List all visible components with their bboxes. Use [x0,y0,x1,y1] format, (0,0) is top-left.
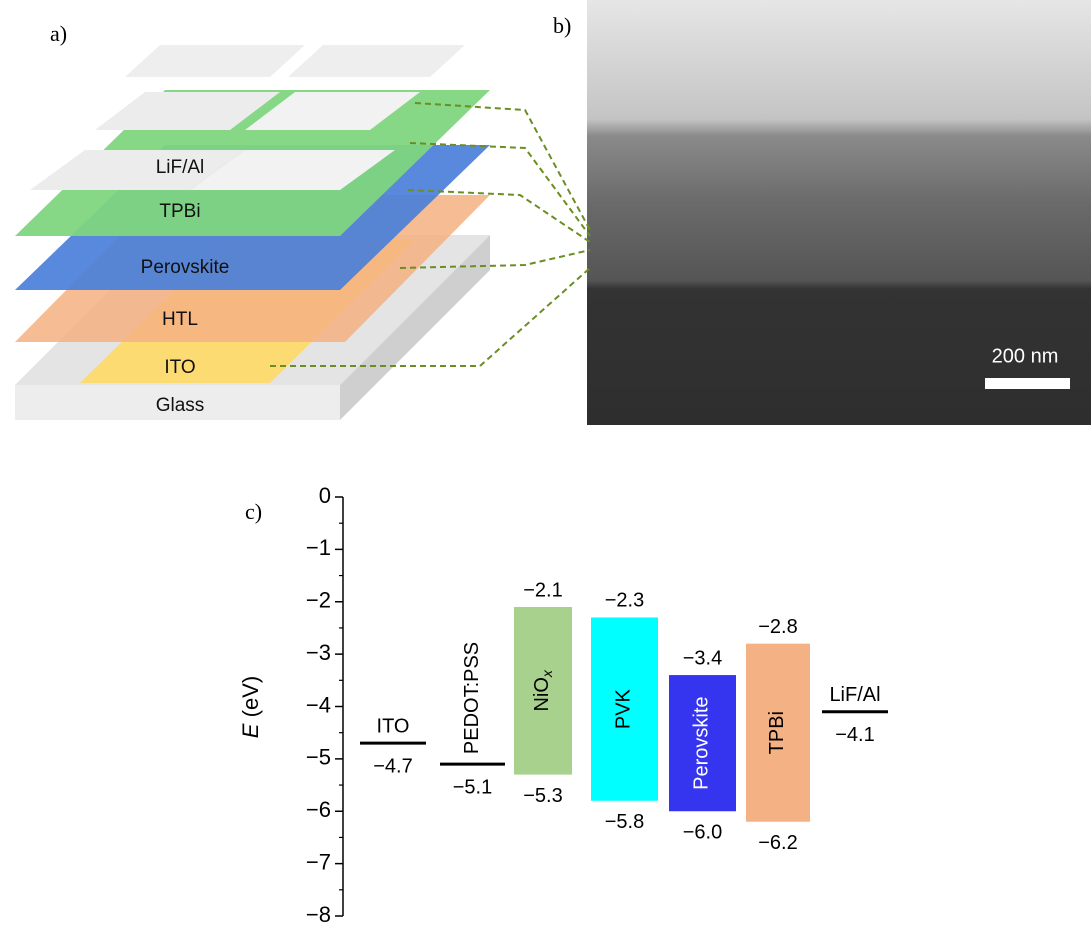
layer-label: ITO [164,357,195,378]
panel-label: b) [553,13,571,38]
material-label: ITO [377,715,410,737]
layer-label: TPBi [159,201,200,222]
material-label: PEDOT:PSS [461,642,483,754]
material-name: NiO [531,677,553,711]
scale-bar [985,378,1070,389]
panel-label: a) [50,21,67,46]
level-value: −2.3 [605,590,644,612]
figure: LiF/Al TPBi Perovskite HTL ITO Glass a) … [0,0,1091,942]
y-tick-label: −2 [306,588,331,613]
level-value: −2.8 [758,616,797,638]
y-tick-label: −1 [306,535,331,560]
device-stack: LiF/Al TPBi Perovskite HTL ITO Glass [15,45,490,420]
level-value: −6.0 [683,822,722,844]
scale-bar-label: 200 nm [992,345,1059,367]
cathode-pad [125,45,305,77]
level-value: −4.7 [373,755,412,777]
y-tick-label: −3 [306,640,331,665]
level-value: −4.1 [835,724,874,746]
y-tick-label: 0 [319,483,331,508]
level-value: −5.8 [605,811,644,833]
material-subscript: x [539,669,555,678]
material-name: TPBi [766,711,788,754]
material-name: PVK [613,688,635,729]
material-name: Perovskite [691,696,713,789]
panel-label: c) [245,499,262,524]
y-tick-label: −6 [306,797,331,822]
y-axis-unit: (eV) [238,676,263,718]
material-label: Perovskite [691,696,713,789]
y-tick-label: −5 [306,745,331,770]
level-value: −2.1 [523,579,562,601]
layer-label: Glass [156,395,205,416]
level-value: −3.4 [683,647,722,669]
y-axis-var: E [238,723,263,738]
level-value: −6.2 [758,832,797,854]
level-value: −5.1 [453,776,492,798]
layer-label: Perovskite [141,257,230,278]
cathode-pad [288,45,465,77]
y-tick-label: −8 [306,902,331,927]
level-value: −5.3 [523,785,562,807]
material-label: PVK [613,688,635,729]
layer-label: HTL [162,309,198,330]
y-axis-label: E (eV) [238,676,263,738]
material-label: TPBi [766,711,788,754]
y-tick-label: −7 [306,849,331,874]
material-label: LiF/Al [829,684,880,706]
y-tick-label: −4 [306,692,331,717]
layer-label: LiF/Al [156,157,205,178]
